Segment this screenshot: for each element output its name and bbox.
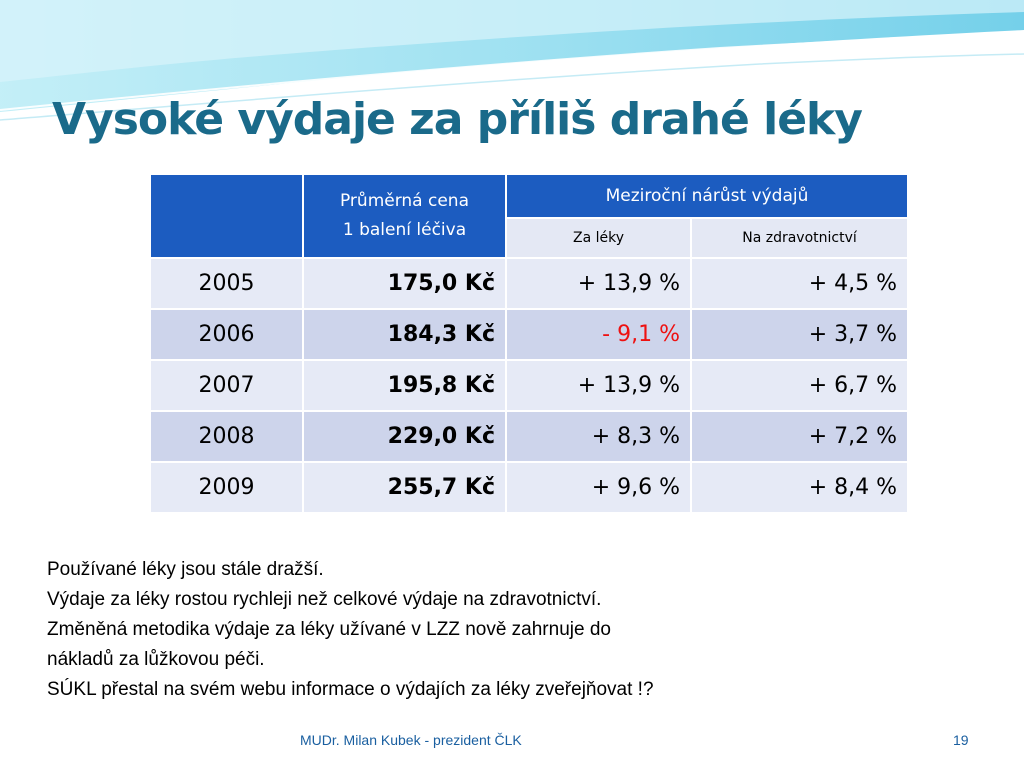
note-line: SÚKL přestal na svém webu informace o vý… <box>47 679 654 700</box>
table-row: 2006 184,3 Kč - 9,1 % + 3,7 % <box>149 308 909 361</box>
average-price-cell: 229,0 Kč <box>302 410 507 463</box>
header-average-price-line1: Průměrná cena <box>339 191 470 211</box>
slide-footer: MUDr. Milan Kubek - prezident ČLK <box>300 732 522 748</box>
year-cell: 2006 <box>149 308 304 361</box>
drug-expenditure-table: Průměrná cena 1 balení léčiva Meziroční … <box>149 173 909 514</box>
healthcare-growth-cell: + 3,7 % <box>690 308 909 361</box>
healthcare-growth-cell: + 6,7 % <box>690 359 909 412</box>
year-cell: 2008 <box>149 410 304 463</box>
slide-title: Vysoké výdaje za příliš drahé léky <box>52 94 863 145</box>
average-price-cell: 195,8 Kč <box>302 359 507 412</box>
notes-text-block: Používané léky jsou stále dražší. Výdaje… <box>47 555 987 705</box>
table-row: 2005 175,0 Kč + 13,9 % + 4,5 % <box>149 257 909 310</box>
header-annual-growth: Meziroční nárůst výdajů <box>505 173 909 219</box>
note-line: nákladů za lůžkovou péči. <box>47 649 265 670</box>
healthcare-growth-cell: + 4,5 % <box>690 257 909 310</box>
year-cell: 2007 <box>149 359 304 412</box>
average-price-cell: 184,3 Kč <box>302 308 507 361</box>
healthcare-growth-cell: + 7,2 % <box>690 410 909 463</box>
note-line: Výdaje za léky rostou rychleji než celko… <box>47 589 602 610</box>
drug-growth-cell: + 8,3 % <box>505 410 692 463</box>
header-average-price-line2: 1 balení léčiva <box>342 220 467 240</box>
table-row: 2009 255,7 Kč + 9,6 % + 8,4 % <box>149 461 909 514</box>
header-average-price: Průměrná cena 1 balení léčiva <box>302 173 507 259</box>
note-line: Změněná metodika výdaje za léky užívané … <box>47 619 611 640</box>
drug-growth-cell: - 9,1 % <box>505 308 692 361</box>
average-price-cell: 255,7 Kč <box>302 461 507 514</box>
drug-growth-cell: + 13,9 % <box>505 359 692 412</box>
drug-growth-cell: + 13,9 % <box>505 257 692 310</box>
year-cell: 2005 <box>149 257 304 310</box>
table-subheader-row: Za léky Na zdravotnictví <box>150 217 909 259</box>
subheader-healthcare: Na zdravotnictví <box>690 217 909 259</box>
header-year-cell <box>149 173 304 259</box>
table-row: 2008 229,0 Kč + 8,3 % + 7,2 % <box>149 410 909 463</box>
table-row: 2007 195,8 Kč + 13,9 % + 6,7 % <box>149 359 909 412</box>
average-price-cell: 175,0 Kč <box>302 257 507 310</box>
subheader-drugs: Za léky <box>505 217 692 259</box>
drug-growth-cell: + 9,6 % <box>505 461 692 514</box>
healthcare-growth-cell: + 8,4 % <box>690 461 909 514</box>
year-cell: 2009 <box>149 461 304 514</box>
page-number: 19 <box>953 732 969 748</box>
table-header-row: Průměrná cena 1 balení léčiva Meziroční … <box>149 173 909 259</box>
note-line: Používané léky jsou stále dražší. <box>47 559 324 580</box>
decorative-wave-header <box>0 0 1024 121</box>
